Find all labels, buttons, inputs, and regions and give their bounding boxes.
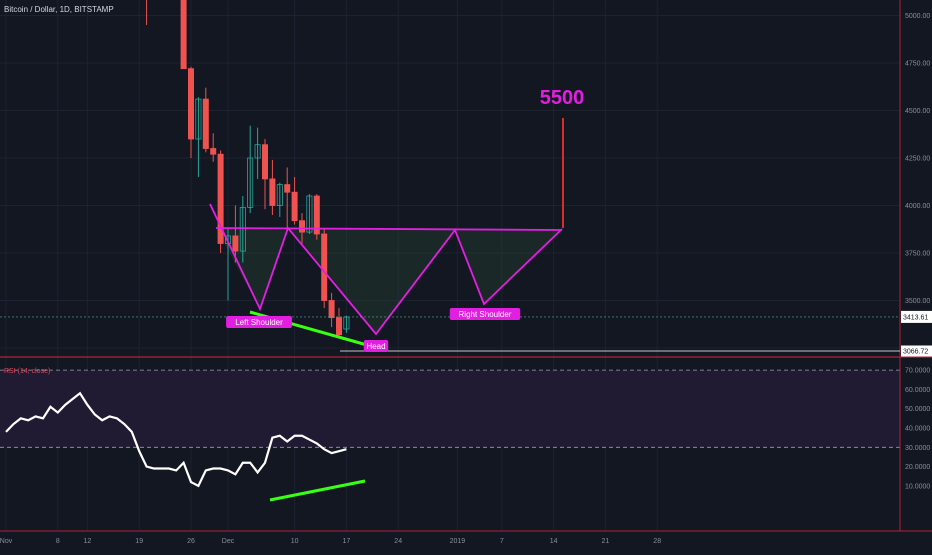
left-shoulder-label: Left Shoulder [235, 318, 283, 327]
price-tick: 3750.00 [905, 251, 930, 258]
candle-body [210, 148, 217, 155]
candle-body [217, 153, 224, 244]
date-label: 2019 [450, 538, 466, 545]
candle-body [284, 184, 291, 193]
date-label: 14 [550, 538, 558, 545]
date-label: Dec [222, 538, 235, 545]
pattern-drawings[interactable] [209, 118, 564, 502]
rsi-tick: 40.0000 [905, 426, 930, 433]
candle-body [195, 98, 202, 140]
price-tick: 4250.00 [905, 156, 930, 163]
left-shoulder-label-box [226, 316, 292, 328]
target-label: 5500 [540, 87, 585, 109]
candle-body [313, 195, 320, 235]
price-tick: 3500.00 [905, 298, 930, 305]
last-price-label: 3413.61 [903, 314, 928, 321]
rsi-tick: 10.0000 [905, 483, 930, 490]
rsi-tick: 20.0000 [905, 464, 930, 471]
rsi-series [5, 391, 347, 488]
right-shoulder-label: Right Shoulder [459, 310, 512, 319]
candle-body [335, 317, 342, 336]
date-label: 24 [394, 538, 402, 545]
candle-body [187, 68, 194, 140]
date-label: 8 [56, 538, 60, 545]
candle-body [298, 220, 305, 233]
low-marker-label: 3066.72 [903, 349, 928, 356]
date-label: 7 [500, 538, 504, 545]
candle-body [328, 300, 335, 319]
candle-body [276, 184, 283, 206]
candle-body [269, 178, 276, 206]
candle-body [202, 98, 209, 149]
rsi-divergence-line [269, 479, 366, 502]
date-label: 21 [602, 538, 610, 545]
candles [146, 0, 350, 339]
candle-body [254, 144, 261, 159]
last-price-box [901, 310, 932, 323]
candle-body [291, 191, 298, 222]
rsi-line [5, 391, 347, 488]
candle-body [180, 0, 187, 70]
rsi-levels [0, 369, 900, 448]
date-label: 12 [84, 538, 92, 545]
date-label: 28 [653, 538, 661, 545]
head-and-shoulders-line [209, 203, 563, 336]
price-tick: 4000.00 [905, 203, 930, 210]
date-label: 10 [291, 538, 299, 545]
candle-body [306, 195, 313, 233]
rsi-tick: 60.0000 [905, 387, 930, 394]
candle-body [343, 316, 350, 330]
candle-body [261, 144, 268, 180]
candle-body [239, 206, 246, 252]
candle-body [321, 233, 328, 301]
date-label: 17 [343, 538, 351, 545]
low-marker-box [901, 345, 932, 357]
annotation-labels: 5500 Left Shoulder Head Right Shoulder [226, 87, 584, 352]
rsi-tick: 30.0000 [905, 445, 930, 452]
price-tick: 4500.00 [905, 108, 930, 115]
symbol-title: Bitcoin / Dollar, 1D, BITSTAMP [4, 5, 114, 14]
candle-body [232, 235, 239, 252]
candle-body [247, 157, 254, 208]
date-label: 19 [135, 538, 143, 545]
right-shoulder-label-box [449, 308, 521, 320]
rsi-title: RSI (14, close) [4, 368, 50, 375]
head-label-box [363, 340, 389, 352]
neckline [215, 227, 563, 231]
date-label: Nov [0, 538, 13, 545]
rsi-tick: 70.0000 [905, 368, 930, 375]
grid [0, 0, 900, 530]
right-shoulder-fill [455, 229, 562, 304]
price-tick: 5000.00 [905, 13, 930, 20]
head-label: Head [366, 342, 385, 351]
head-fill [288, 228, 455, 334]
rsi-band [0, 370, 900, 448]
price-tick: 4750.00 [905, 61, 930, 68]
date-label: 26 [187, 538, 195, 545]
rsi-tick: 50.0000 [905, 406, 930, 413]
